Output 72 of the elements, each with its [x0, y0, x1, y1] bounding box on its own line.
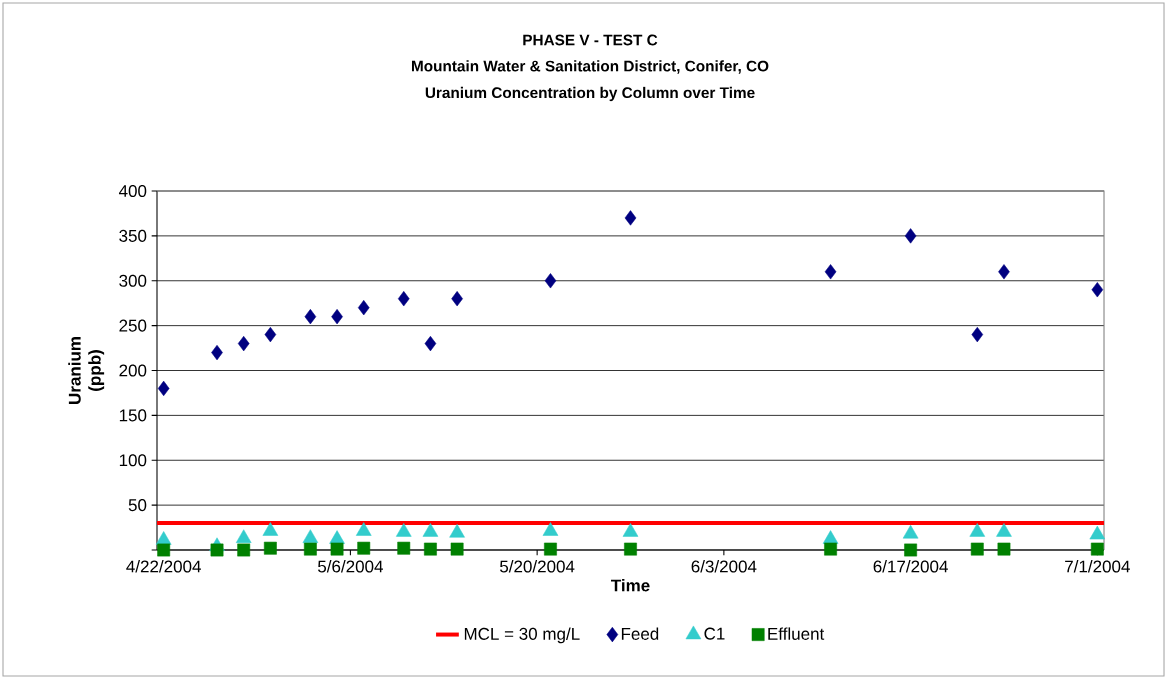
x-tick-label: 6/17/2004 — [873, 560, 948, 573]
y-tick-label: 150 — [119, 409, 147, 422]
x-tick-label: 7/1/2004 — [1065, 560, 1130, 573]
y-tick-label: 250 — [119, 319, 147, 332]
point — [998, 264, 1010, 280]
point — [996, 523, 1012, 537]
point — [904, 543, 918, 557]
point — [397, 291, 410, 307]
y-tick-label: 400 — [118, 184, 147, 198]
point — [997, 542, 1011, 556]
point — [542, 522, 559, 536]
point — [1090, 542, 1104, 556]
x-axis-title: Time — [611, 579, 650, 592]
text: Uranium Concentration by Column over Time — [425, 86, 755, 102]
y-tick-label: 100 — [119, 454, 147, 467]
point — [624, 542, 637, 556]
point — [211, 344, 223, 361]
y-tick-label: 50 — [128, 499, 147, 512]
point — [304, 309, 317, 325]
point — [824, 542, 837, 556]
point — [904, 228, 917, 244]
point — [1089, 525, 1106, 540]
point — [330, 542, 344, 556]
point — [302, 529, 319, 543]
point — [970, 542, 984, 556]
point — [397, 541, 411, 555]
x-tick-label: 6/3/2004 — [691, 560, 757, 573]
legend-label: C1 — [704, 627, 725, 640]
point — [544, 542, 557, 556]
point — [822, 530, 839, 544]
point — [331, 309, 343, 325]
point — [263, 541, 277, 555]
point — [157, 543, 171, 557]
x-tick-label: 4/22/2004 — [126, 560, 201, 573]
point — [622, 523, 639, 537]
point — [902, 524, 919, 539]
point — [157, 380, 170, 397]
point — [422, 523, 439, 537]
point — [235, 529, 252, 543]
point — [210, 543, 224, 557]
point — [1091, 282, 1104, 298]
x-tick-label: 5/20/2004 — [500, 560, 575, 573]
point — [155, 531, 172, 545]
legend-label: Effluent — [768, 627, 825, 640]
point — [395, 523, 412, 537]
point — [303, 542, 317, 556]
point — [357, 300, 370, 316]
point — [264, 327, 277, 343]
point — [357, 541, 371, 555]
point — [450, 542, 464, 556]
chart-title: PHASE V - TEST C — [523, 34, 658, 46]
y-axis-title: Uranium (ppb) — [68, 337, 105, 404]
y-tick-label: 300 — [119, 274, 147, 287]
point — [624, 210, 637, 226]
point — [355, 522, 372, 536]
point — [424, 542, 437, 556]
legend-label: MCL = 30 mg/L — [464, 627, 580, 644]
chart-subtitle: Mountain Water & Sanitation District, Conifer, CO — [411, 60, 769, 74]
point — [969, 523, 986, 537]
point — [544, 273, 557, 289]
point — [449, 524, 465, 538]
x-tick-label: 5/6/2004 — [318, 560, 383, 573]
legend-label: Feed — [621, 627, 659, 640]
y-tick-label: 350 — [119, 229, 147, 242]
point — [237, 543, 251, 557]
point — [262, 522, 279, 536]
y-tick-label: 200 — [119, 364, 147, 377]
point — [824, 264, 837, 280]
point — [971, 327, 984, 343]
point — [237, 335, 250, 352]
point — [451, 291, 463, 307]
point — [424, 335, 437, 352]
